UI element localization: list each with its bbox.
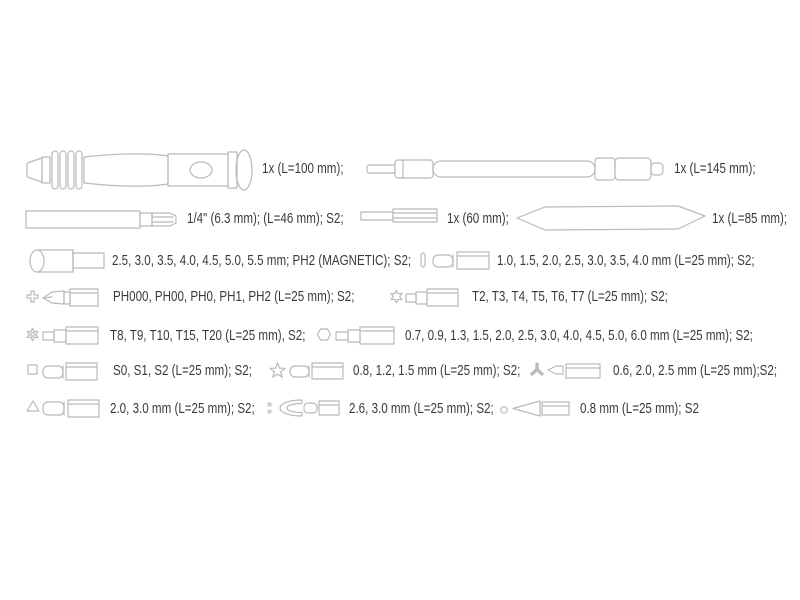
star-icon (269, 362, 286, 378)
handle-qty-label: 1x (L=100 mm); (262, 161, 344, 177)
pin-bit-drawing (512, 400, 570, 417)
torx-large-bits-label: T8, T9, T10, T15, T20 (L=25 mm), S2; (110, 328, 306, 344)
socket-bit-drawing (29, 249, 105, 273)
flat-tip-end-icon (420, 252, 426, 268)
square-bits-label: S0, S1, S2 (L=25 mm); S2; (113, 363, 252, 379)
triangle-bit-drawing (42, 399, 100, 418)
socket-set-label: 2.5, 3.0, 3.5, 4.0, 4.5, 5.0, 5.5 mm; PH… (112, 253, 412, 269)
triwing-icon (530, 362, 544, 376)
fork-bits-label: 2.6, 3.0 mm (L=25 mm); S2; (349, 401, 494, 417)
hex-bits-label: 0.7, 0.9, 1.3, 1.5, 2.0, 2.5, 3.0, 4.0, … (405, 328, 753, 344)
double-blade-label: 1x (L=85 mm); (712, 211, 788, 227)
fork-dots-icon (267, 402, 272, 414)
pin-circle-icon (500, 406, 508, 414)
bit-adapter-drawing (25, 210, 177, 229)
pin-bits-label: 0.8 mm (L=25 mm); S2 (580, 401, 699, 417)
bit-adapter-label: 1/4" (6.3 mm); (L=46 mm); S2; (187, 211, 344, 227)
phillips-cross-icon (26, 290, 39, 303)
phillips-bit-drawing (42, 288, 99, 307)
double-ended-blade-drawing (516, 205, 706, 231)
phillips-bits-label: PH000, PH00, PH0, PH1, PH2 (L=25 mm); S2… (113, 289, 355, 305)
hex-icon (316, 328, 332, 341)
flexible-extension-drawing (366, 157, 664, 181)
fork-icon (279, 399, 303, 417)
slotted-bit-drawing (432, 251, 490, 270)
torx-small-bit-drawing (405, 288, 459, 307)
torx-star-icon (390, 289, 403, 304)
hex-bit-drawing (335, 326, 395, 345)
square-icon (27, 364, 38, 375)
square-bit-drawing (42, 362, 98, 381)
extension-bar-drawing (360, 208, 438, 223)
slotted-bits-label: 1.0, 1.5, 2.0, 2.5, 3.0, 3.5, 4.0 mm (L=… (497, 253, 755, 269)
fork-bit-drawing (303, 400, 340, 416)
screwdriver-handle-drawing (26, 149, 253, 191)
star-bits-label: 0.8, 1.2, 1.5 mm (L=25 mm); S2; (353, 363, 521, 379)
triwing-bits-label: 0.6, 2.0, 2.5 mm (L=25 mm);S2; (613, 363, 778, 379)
triwing-bit-drawing (565, 363, 601, 379)
torx-large-bit-drawing (42, 326, 99, 345)
flex-extension-qty-label: 1x (L=145 mm); (674, 161, 756, 177)
triangle-icon (26, 400, 40, 412)
star-bit-drawing (289, 362, 344, 380)
security-torx-icon (26, 327, 39, 342)
extension-bar-label: 1x (60 mm); (447, 211, 509, 227)
slot-tip-icon (547, 365, 564, 375)
torx-small-bits-label: T2, T3, T4, T5, T6, T7 (L=25 mm); S2; (472, 289, 668, 305)
triangle-bits-label: 2.0, 3.0 mm (L=25 mm); S2; (110, 401, 255, 417)
